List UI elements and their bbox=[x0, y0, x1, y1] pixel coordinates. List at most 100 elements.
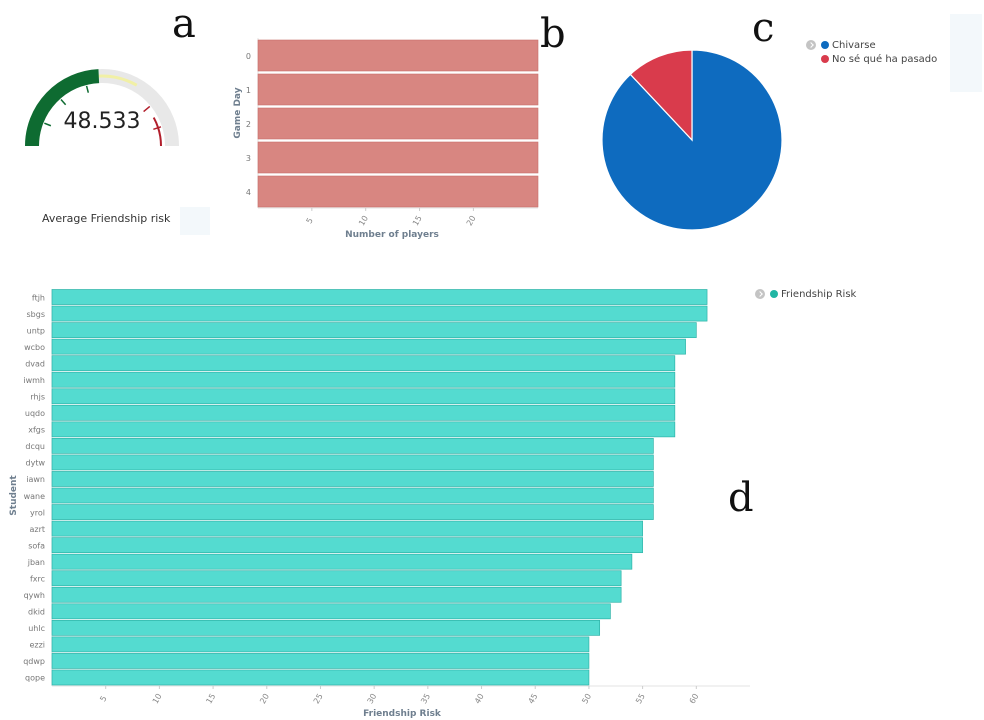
pie-legend: Chivarse No sé qué ha pasado bbox=[806, 38, 937, 66]
x-tick-label: 35 bbox=[419, 692, 432, 705]
bar bbox=[51, 487, 654, 504]
gauge-tick bbox=[143, 105, 151, 113]
pie-legend-item[interactable]: No sé qué ha pasado bbox=[806, 52, 937, 66]
panel-letter-c: c bbox=[752, 5, 775, 51]
gauge-red-band bbox=[152, 117, 162, 147]
x-tick-label: 20 bbox=[258, 692, 271, 705]
y-tick-label: 2 bbox=[246, 120, 251, 129]
gauge-tick bbox=[153, 126, 162, 131]
pie-legend-label: Chivarse bbox=[832, 39, 876, 51]
y-tick-label: 3 bbox=[246, 154, 251, 163]
y-tick-label: wcbo bbox=[24, 343, 45, 352]
pie-legend-item[interactable]: Chivarse bbox=[806, 38, 937, 52]
legend-toggle-icon[interactable] bbox=[806, 40, 816, 50]
x-tick-label: 60 bbox=[688, 692, 701, 705]
student-risk-legend-item[interactable]: Friendship Risk bbox=[755, 287, 856, 301]
y-tick-label: dkid bbox=[28, 608, 45, 617]
legend-dot-icon bbox=[770, 290, 778, 298]
x-tick-label: 50 bbox=[580, 692, 593, 705]
gauge-panel: 48.533 Average Friendship risk bbox=[0, 0, 220, 240]
pie-legend-label: No sé qué ha pasado bbox=[832, 53, 938, 65]
y-tick-label: 0 bbox=[246, 52, 251, 61]
bar bbox=[51, 603, 611, 620]
x-tick-label: 45 bbox=[527, 692, 540, 705]
x-tick-label: 5 bbox=[98, 694, 108, 703]
gauge-tick bbox=[85, 85, 90, 93]
bar bbox=[51, 537, 643, 554]
gauge-value-arc bbox=[25, 69, 100, 147]
panel-letter-d: d bbox=[728, 475, 754, 521]
x-tick-label: 25 bbox=[312, 692, 325, 705]
bar bbox=[51, 619, 601, 636]
x-tick-label: 55 bbox=[634, 692, 647, 705]
y-tick-label: iwmh bbox=[23, 376, 45, 385]
y-tick-label: dvad bbox=[25, 359, 45, 368]
y-tick-label: fxrc bbox=[30, 574, 45, 583]
bar bbox=[51, 404, 676, 421]
bar bbox=[51, 305, 708, 322]
y-tick-label: rhjs bbox=[30, 393, 45, 402]
bar bbox=[51, 504, 654, 520]
bar bbox=[51, 586, 622, 603]
pie-legend-highlight bbox=[950, 14, 982, 92]
gauge-tick bbox=[60, 98, 67, 106]
bar bbox=[51, 289, 708, 305]
x-tick-label: 20 bbox=[465, 214, 478, 227]
student-risk-panel: ftjh sbgs untp wcbo dvad iwmh rhjs uqdo xfgs dcqu… bbox=[0, 280, 760, 720]
legend-dot-icon bbox=[821, 41, 829, 49]
y-tick-label: azrt bbox=[29, 525, 45, 534]
bar bbox=[257, 39, 539, 72]
bar bbox=[257, 175, 539, 208]
bar bbox=[51, 421, 676, 438]
y-tick-label: untp bbox=[27, 326, 45, 335]
y-tick-label: ezzi bbox=[29, 641, 45, 650]
x-tick-label: 30 bbox=[366, 692, 379, 705]
x-tick-label: 40 bbox=[473, 692, 486, 705]
y-tick-label: 1 bbox=[246, 86, 251, 95]
gauge-value-label: 48.533 bbox=[64, 109, 141, 134]
y-tick-label: dytw bbox=[26, 459, 46, 468]
gauge-tick bbox=[44, 122, 52, 127]
x-tick-label: 10 bbox=[357, 214, 370, 227]
y-tick-label: sbgs bbox=[27, 310, 46, 319]
x-axis-label: Number of players bbox=[345, 230, 439, 240]
x-tick-label: 10 bbox=[151, 692, 164, 705]
bar bbox=[51, 653, 590, 669]
x-tick-label: 15 bbox=[204, 692, 217, 705]
game-day-bar-chart: 0 1 2 3 4 5 10 15 20 Number of players Game Day bbox=[233, 38, 539, 240]
bar bbox=[257, 141, 539, 174]
y-tick-label: 4 bbox=[246, 188, 251, 197]
bar bbox=[51, 355, 676, 372]
bar bbox=[51, 669, 590, 686]
y-tick-label: uhlc bbox=[28, 624, 45, 633]
pie-slice bbox=[629, 49, 693, 142]
bar bbox=[51, 471, 654, 487]
bar bbox=[257, 107, 539, 140]
bar bbox=[51, 338, 686, 355]
y-tick-label: uqdo bbox=[25, 409, 45, 418]
bar bbox=[51, 520, 643, 537]
x-tick-label: 5 bbox=[305, 216, 315, 225]
bar bbox=[51, 454, 654, 471]
student-risk-legend: Friendship Risk bbox=[755, 287, 856, 301]
y-tick-label: wane bbox=[24, 492, 46, 501]
bar bbox=[51, 322, 697, 338]
panel-letter-b: b bbox=[540, 11, 566, 57]
pie-panel bbox=[590, 30, 800, 240]
y-axis-label: Student bbox=[9, 475, 19, 516]
y-tick-label: sofa bbox=[28, 541, 45, 550]
bar bbox=[51, 371, 676, 388]
y-tick-label: dcqu bbox=[25, 442, 45, 451]
student-risk-legend-label: Friendship Risk bbox=[781, 288, 857, 300]
y-tick-label: iawn bbox=[26, 475, 45, 484]
y-tick-label: qdwp bbox=[23, 657, 45, 666]
gauge-caption: Average Friendship risk bbox=[42, 212, 171, 225]
bar bbox=[51, 636, 590, 653]
y-tick-label: ftjh bbox=[32, 293, 45, 302]
student-risk-bar-chart: ftjh sbgs untp wcbo dvad iwmh rhjs uqdo xfgs dcqu… bbox=[9, 289, 750, 719]
panel-letter-a: a bbox=[172, 1, 196, 47]
legend-toggle-icon[interactable] bbox=[755, 289, 765, 299]
y-tick-label: yrol bbox=[30, 508, 45, 517]
bar bbox=[51, 388, 676, 405]
bar bbox=[51, 553, 633, 570]
